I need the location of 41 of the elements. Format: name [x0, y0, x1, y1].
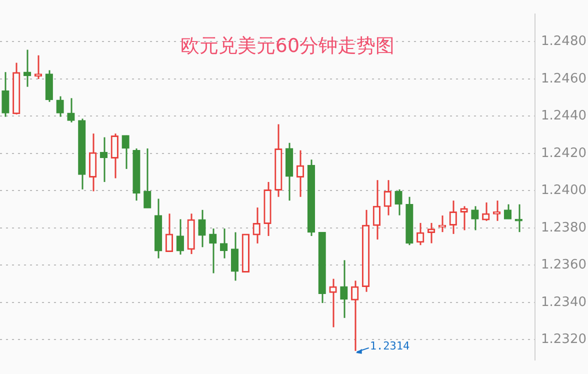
- candlestick: [514, 204, 522, 233]
- candlestick: [88, 132, 97, 192]
- candlestick: [416, 222, 424, 246]
- candlestick: [220, 228, 228, 260]
- y-tick-label: 1.2420: [541, 146, 586, 161]
- candlestick: [144, 148, 152, 209]
- candlestick: [394, 188, 402, 216]
- candlestick: [384, 179, 392, 216]
- candlestick: [460, 205, 468, 231]
- candlestick: [340, 259, 348, 319]
- annotation: 1.2314: [370, 340, 410, 353]
- y-tick-label: 1.2380: [541, 220, 586, 236]
- candlestick: [34, 54, 42, 80]
- candlestick: [198, 209, 206, 248]
- candlestick: [67, 97, 75, 124]
- candlestick: [471, 205, 479, 231]
- candlestick: [329, 278, 337, 328]
- y-tick-label: 1.2460: [541, 71, 586, 86]
- candlestick: [45, 69, 53, 103]
- y-tick-label: 1.2440: [541, 108, 586, 124]
- candlestick: [296, 150, 304, 198]
- candlestick: [110, 132, 118, 179]
- y-tick-label: 1.2340: [541, 294, 586, 310]
- candlestick: [165, 212, 174, 252]
- y-tick-label: 1.2320: [541, 332, 586, 348]
- candlestick: [372, 179, 381, 240]
- y-tick-label: 1.2400: [541, 183, 586, 198]
- candlestick: [482, 202, 490, 222]
- candlestick: [122, 134, 130, 170]
- candlestick: [230, 232, 239, 282]
- candlestick: [56, 96, 64, 118]
- y-tick-label: 1.2360: [541, 258, 586, 273]
- text: 欧元兑美元60分钟走势图: [180, 34, 395, 57]
- candlestick: [427, 222, 436, 244]
- y-tick-label: 1.2480: [541, 34, 586, 50]
- candlestick: [504, 204, 512, 220]
- candlestick: [252, 206, 260, 244]
- candlestick: [176, 218, 184, 256]
- candlestick: [449, 200, 457, 235]
- candlestick: [2, 71, 10, 118]
- candlestick: [209, 228, 217, 274]
